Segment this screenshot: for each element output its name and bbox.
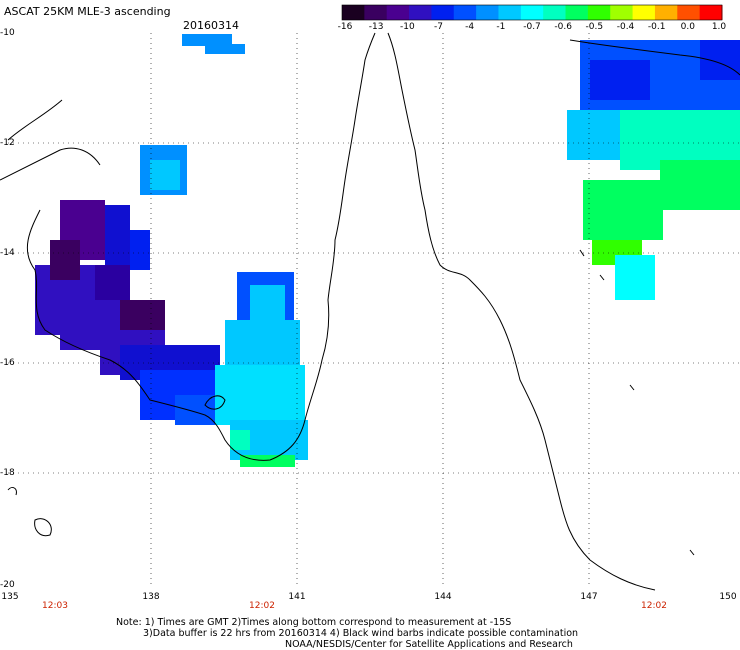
map-date: 20160314 <box>183 19 239 32</box>
lon-label: 150 <box>719 592 737 602</box>
colorbar-segment <box>587 5 611 20</box>
colorbar-tick: 1.0 <box>711 22 727 32</box>
grid-lines <box>8 33 740 587</box>
colorbar-segment <box>453 5 477 20</box>
note-line-2: 3)Data buffer is 22 hrs from 20160314 4)… <box>143 628 579 639</box>
colorbar-tick: -13 <box>368 22 384 32</box>
colorbar-segment <box>476 5 499 20</box>
colorbar-segment <box>498 5 522 20</box>
colorbar-tick: 0.0 <box>680 22 695 32</box>
lat-label: -16 <box>0 358 15 368</box>
data-swath-center <box>215 272 308 467</box>
lat-label: -12 <box>0 138 15 148</box>
colorbar-border <box>341 4 723 21</box>
time-label: 12:03 <box>42 601 68 611</box>
colorbar-tick: -4 <box>465 22 475 32</box>
coastline <box>0 32 740 591</box>
colorbar-segment <box>654 5 678 20</box>
lat-label: -14 <box>0 248 15 258</box>
lon-label: 135 <box>1 592 19 602</box>
colorbar-segment <box>520 5 544 20</box>
colorbar-tick: -1 <box>496 22 506 32</box>
colorbar-segment <box>632 5 656 20</box>
time-label: 12:02 <box>641 601 667 611</box>
colorbar <box>341 4 723 21</box>
colorbar-segment <box>342 5 365 20</box>
colorbar-segment <box>409 5 432 20</box>
colorbar-tick: -0.7 <box>523 22 541 32</box>
colorbar-segment <box>386 5 410 20</box>
lat-label: -20 <box>0 580 15 590</box>
colorbar-tick: -10 <box>399 22 415 32</box>
lon-label: 144 <box>434 592 452 602</box>
colorbar-tick: -7 <box>434 22 443 32</box>
time-label: 12:02 <box>249 601 275 611</box>
data-swath-right <box>567 40 740 300</box>
colorbar-segment <box>677 5 701 20</box>
lat-label: -10 <box>0 28 15 38</box>
data-swath-top <box>140 34 245 195</box>
data-swath-left <box>35 200 230 425</box>
colorbar-tick: -0.1 <box>647 22 666 32</box>
map-title: ASCAT 25KM MLE-3 ascending <box>4 5 171 18</box>
colorbar-segment <box>610 5 634 20</box>
colorbar-segment <box>431 5 455 20</box>
colorbar-tick: -0.5 <box>585 22 604 32</box>
lon-label: 147 <box>580 592 598 602</box>
colorbar-tick: -16 <box>337 22 353 32</box>
note-line-3: NOAA/NESDIS/Center for Satellite Applica… <box>285 639 573 650</box>
note-line-1: Note: 1) Times are GMT 2)Times along bot… <box>116 617 512 628</box>
colorbar-segment <box>543 5 567 20</box>
lon-label: 141 <box>288 592 306 602</box>
lat-label: -18 <box>0 468 15 478</box>
colorbar-segment <box>565 5 589 20</box>
colorbar-tick: -0.6 <box>554 22 572 32</box>
colorbar-segment <box>699 5 723 20</box>
colorbar-segment <box>364 5 388 20</box>
lon-label: 138 <box>142 592 160 602</box>
colorbar-tick: -0.4 <box>616 22 635 32</box>
